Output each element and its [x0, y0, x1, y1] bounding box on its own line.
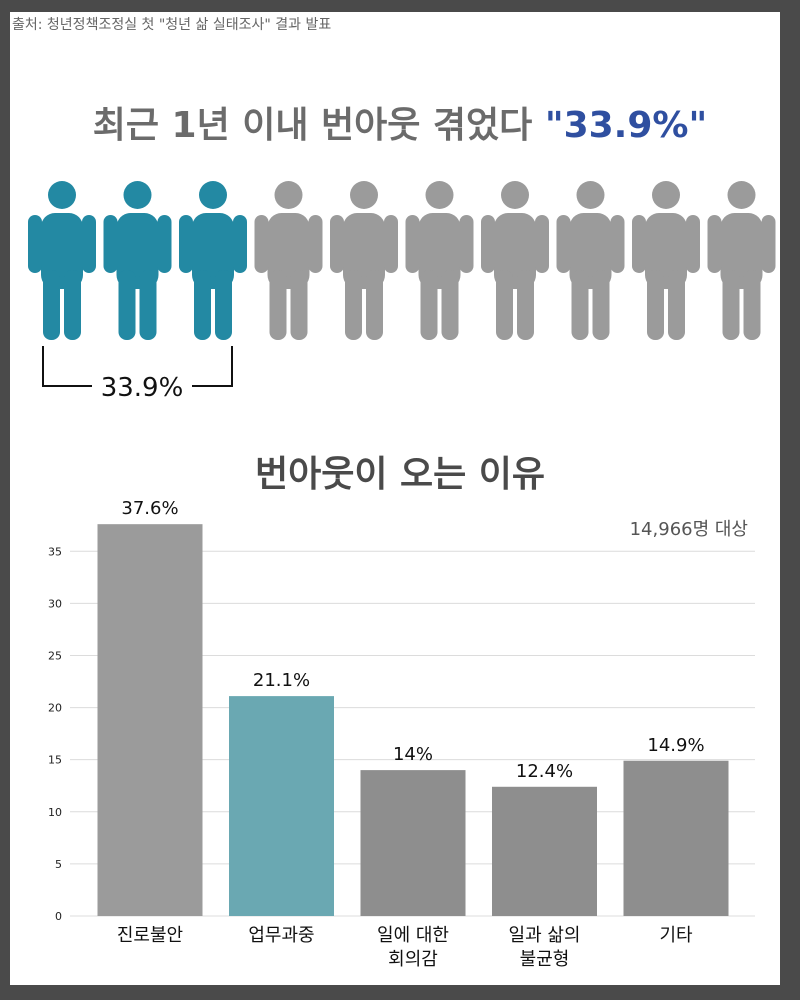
bar: [360, 770, 466, 916]
x-category-label-line: 불균형: [519, 949, 570, 970]
x-category-label-line: 일과 삶의: [508, 925, 581, 946]
person-icon: [481, 181, 549, 340]
x-category-label-line: 일에 대한: [377, 925, 449, 946]
bar-data-label: 12.4%: [515, 760, 574, 782]
headline: 최근 1년 이내 번아웃 겪었다 "33.9%": [0, 96, 800, 148]
bar-data-label: 21.1%: [252, 670, 311, 692]
person-icon-highlighted: [179, 181, 247, 340]
bar: [623, 760, 729, 916]
y-tick-label: 30: [48, 597, 62, 610]
x-category-label: 기타: [611, 924, 741, 948]
person-icon: [632, 181, 700, 340]
bar-data-label: 14%: [392, 744, 433, 766]
person-icon-highlighted: [103, 181, 172, 340]
x-category-label: 진로불안: [85, 924, 215, 948]
x-category-label-line: 회의감: [388, 949, 438, 970]
y-tick-label: 25: [48, 649, 62, 662]
headline-highlight: "33.9%": [544, 105, 708, 146]
person-icon: [405, 181, 474, 340]
sample-size-note: 14,966명 대상: [629, 519, 748, 540]
y-tick-label: 35: [48, 545, 62, 558]
person-icon: [556, 181, 625, 340]
person-icon: [254, 181, 323, 340]
bar: [97, 524, 203, 916]
x-category-label-line: 기타: [659, 925, 693, 946]
bar-data-label: 14.9%: [647, 734, 705, 756]
x-category-label-line: 업무과중: [248, 925, 315, 946]
headline-text: 최근 1년 이내 번아웃 겪었다: [92, 105, 545, 146]
y-tick-label: 0: [55, 910, 62, 923]
y-tick-label: 20: [48, 702, 62, 715]
section-title: 번아웃이 오는 이유: [254, 454, 546, 495]
person-icon: [707, 181, 776, 340]
bar-data-label: 37.6%: [121, 498, 179, 520]
person-icon-highlighted: [28, 181, 96, 340]
y-tick-label: 5: [55, 858, 62, 871]
y-tick-label: 15: [48, 754, 62, 767]
pictogram: [28, 181, 776, 387]
y-tick-label: 10: [48, 806, 62, 819]
x-category-label-line: 진로불안: [116, 925, 184, 946]
bar: [492, 786, 597, 916]
source-note: 출처: 청년정책조정실 첫 "청년 삶 실태조사" 결과 발표: [12, 17, 332, 33]
x-category-label: 업무과중: [217, 924, 347, 948]
bar: [229, 696, 334, 916]
pictogram-bracket-label: 33.9%: [92, 373, 192, 403]
person-icon: [330, 181, 398, 340]
